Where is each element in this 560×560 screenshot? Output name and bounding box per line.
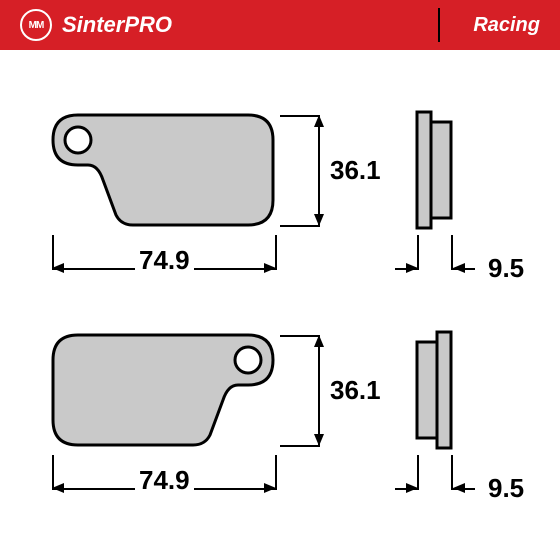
arrow-icon	[314, 335, 324, 347]
arrow-icon	[264, 263, 276, 273]
pad-top-front	[48, 110, 278, 230]
brand-logo: MM	[20, 9, 52, 41]
arrow-icon	[314, 434, 324, 446]
header-bar: MM SinterPRO Racing	[0, 0, 560, 50]
dim-bot-height: 36.1	[330, 375, 381, 406]
dim-bot-thick: 9.5	[488, 473, 524, 504]
category-label: Racing	[473, 14, 540, 37]
arrow-icon	[52, 263, 64, 273]
dim-top-width: 74.9	[135, 245, 194, 276]
pad-bottom-front	[48, 330, 278, 450]
logo-text: MM	[29, 20, 44, 31]
dim-bot-width: 74.9	[135, 465, 194, 496]
dim-line	[318, 115, 320, 225]
arrow-icon	[264, 483, 276, 493]
arrow-icon	[314, 115, 324, 127]
dim-line	[318, 335, 320, 445]
arrow-icon	[406, 263, 418, 273]
dim-top-thick: 9.5	[488, 253, 524, 284]
diagram-area: 36.1 74.9 9.5 36.1 74.9	[0, 50, 560, 560]
arrow-icon	[52, 483, 64, 493]
dim-top-height: 36.1	[330, 155, 381, 186]
arrow-icon	[314, 214, 324, 226]
pad-top-side	[415, 110, 455, 235]
pad-bottom-side	[415, 330, 455, 455]
arrow-icon	[406, 483, 418, 493]
arrow-icon	[453, 263, 465, 273]
header-divider	[438, 8, 440, 42]
brand-name: SinterPRO	[62, 12, 172, 38]
arrow-icon	[453, 483, 465, 493]
